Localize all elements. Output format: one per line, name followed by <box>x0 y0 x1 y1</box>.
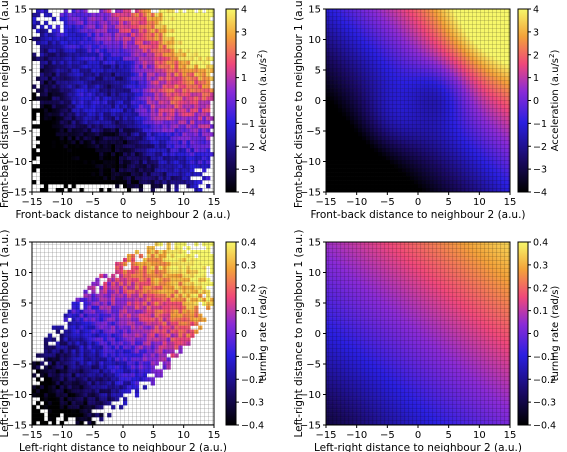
colorbar-tick-label: −4 <box>241 188 255 199</box>
colorbar-tick-label: −1 <box>533 119 547 130</box>
colorbar-tick-label: 0 <box>241 96 247 107</box>
x-tick-label: 0 <box>120 197 126 208</box>
y-tick-label: −15 <box>6 188 27 199</box>
x-tick-label: 5 <box>150 197 156 208</box>
y-axis-label: Front-back distance to neighbour 1 (a.u.… <box>293 0 305 208</box>
y-tick-label: −15 <box>300 188 321 199</box>
colorbar-tick-label: −3 <box>533 165 547 176</box>
y-axis-label: Front-back distance to neighbour 1 (a.u.… <box>0 0 11 208</box>
colorbar-tick-label: 1 <box>241 73 247 84</box>
y-tick-label: −5 <box>12 127 27 138</box>
x-tick-label: −15 <box>315 197 336 208</box>
x-axis-label: Front-back distance to neighbour 2 (a.u.… <box>310 209 525 221</box>
y-tick-label: −10 <box>300 157 321 168</box>
colorbar-tick-label: 1 <box>533 73 539 84</box>
y-tick-label: −10 <box>6 157 27 168</box>
x-tick-label: −5 <box>380 197 395 208</box>
grid-overlay <box>326 9 510 192</box>
colorbar-tick-label: −3 <box>241 165 255 176</box>
colorbar-label: Acceleration (a.u/s2) <box>256 49 269 151</box>
colorbar <box>225 8 237 193</box>
y-tick-label: 10 <box>14 35 27 46</box>
colorbar-tick-label: 0 <box>533 96 539 107</box>
x-tick-label: 10 <box>473 197 486 208</box>
x-tick-label: −5 <box>85 197 100 208</box>
x-tick-label: 5 <box>445 197 451 208</box>
x-axis-label: Front-back distance to neighbour 2 (a.u.… <box>15 209 230 221</box>
x-tick-label: 15 <box>504 197 517 208</box>
x-tick-label: 0 <box>415 197 421 208</box>
x-tick-label: −10 <box>346 197 367 208</box>
colorbar-tick-label: −2 <box>241 142 255 153</box>
y-tick-label: 5 <box>21 66 27 77</box>
y-tick-label: 15 <box>14 5 27 16</box>
colorbar-tick-label: 2 <box>241 50 247 61</box>
x-tick-label: 15 <box>208 197 221 208</box>
y-tick-label: 0 <box>21 96 27 107</box>
colorbar-tick-label: 4 <box>241 5 247 16</box>
colorbar-tick-label: −2 <box>533 142 547 153</box>
x-tick-label: −15 <box>21 197 42 208</box>
colorbar-tick-label: 2 <box>533 50 539 61</box>
y-tick-label: 15 <box>308 5 321 16</box>
colorbar-tick-label: 4 <box>533 5 539 16</box>
y-tick-label: 0 <box>315 96 321 107</box>
grid-overlay <box>32 9 214 192</box>
colorbar-tick-label: 3 <box>533 27 539 38</box>
colorbar-tick-label: 3 <box>241 27 247 38</box>
y-tick-label: 5 <box>315 66 321 77</box>
y-tick-label: −5 <box>306 127 321 138</box>
colorbar <box>517 8 529 193</box>
x-tick-label: −10 <box>52 197 73 208</box>
y-tick-label: 10 <box>308 35 321 46</box>
colorbar-tick-label: −4 <box>533 188 547 199</box>
colorbar-label: Acceleration (a.u/s2) <box>548 49 561 151</box>
colorbar-tick-label: −1 <box>241 119 255 130</box>
x-tick-label: 10 <box>177 197 190 208</box>
